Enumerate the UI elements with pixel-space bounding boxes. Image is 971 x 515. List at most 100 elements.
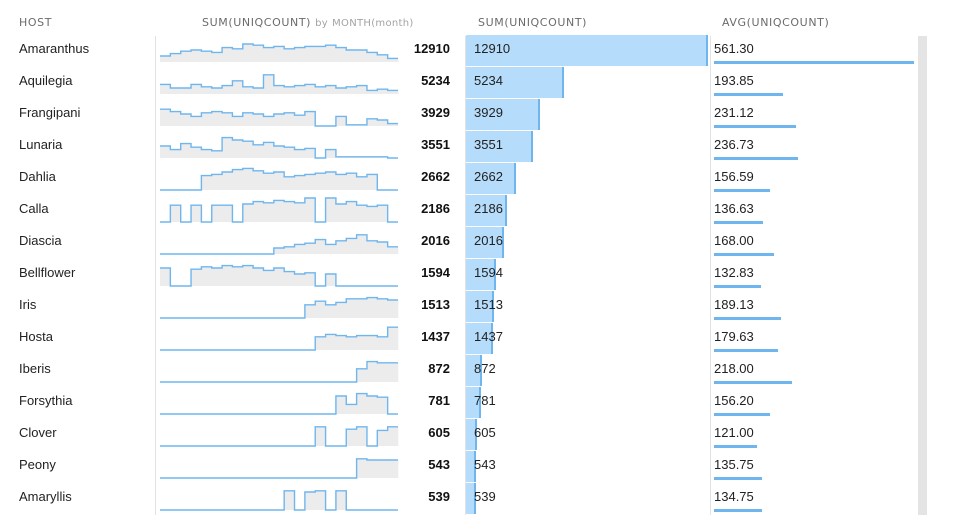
sparkline-line <box>160 490 398 511</box>
sparkline-area-segment <box>273 85 285 94</box>
sparkline-area-segment <box>294 244 306 254</box>
sparkline-line <box>160 426 398 447</box>
avg-cell: 231.12 <box>714 99 918 131</box>
sparkline-area-segment <box>201 175 213 190</box>
table-row[interactable]: Diascia 2016 2016 168.00 <box>0 227 918 259</box>
monthly-sparkline-column-header[interactable]: SUM(UNIQCOUNT) by MONTH(month) <box>202 16 414 29</box>
table-row[interactable]: Aquilegia 5234 5234 193.85 <box>0 67 918 99</box>
sparkline-area-segment <box>284 271 295 286</box>
sparkline-area-segment <box>346 201 357 222</box>
table-row[interactable]: Dahlia 2662 2662 156.59 <box>0 163 918 195</box>
sparkline-area-segment <box>253 201 264 222</box>
sum-bar-cell: 3551 <box>466 131 708 162</box>
sparkline-area-segment <box>356 335 368 350</box>
sparkline-area-segment <box>263 116 275 126</box>
sparkline-area-segment <box>191 205 202 222</box>
sparkline-area-segment <box>325 85 337 94</box>
sparkline-area-segment <box>253 88 264 94</box>
sparkline-header-month: MONTH <box>332 18 372 29</box>
sparkline-area-segment <box>366 240 378 254</box>
table-row[interactable]: Calla 2186 2186 136.63 <box>0 195 918 227</box>
sparkline-area-segment <box>377 460 388 478</box>
avg-value: 156.20 <box>714 393 754 408</box>
sparkline-area-segment <box>356 234 368 254</box>
sparkline-area-segment <box>356 426 368 446</box>
sparkline-area-segment <box>325 172 337 190</box>
host-name: Dahlia <box>19 169 56 184</box>
table-row[interactable]: Forsythia 781 781 156.20 <box>0 387 918 419</box>
sum-bar-label: 539 <box>474 489 496 504</box>
sum-bar-cell: 3929 <box>466 99 708 130</box>
sparkline-area-segment <box>263 74 275 94</box>
sparkline-area-segment <box>211 150 223 158</box>
sparkline-area-segment <box>201 51 213 62</box>
avg-bar <box>714 445 758 448</box>
sum-column-header[interactable]: SUM(UNIQCOUNT) <box>478 16 588 29</box>
host-name: Bellflower <box>19 265 76 280</box>
sparkline-header-by: by <box>315 18 329 29</box>
sparkline-area-segment <box>191 50 202 62</box>
sparkline-area-segment <box>201 266 213 286</box>
sparkline-area-segment <box>335 396 347 414</box>
sparkline-area-segment <box>387 460 399 478</box>
sparkline-area-segment <box>180 114 192 126</box>
sparkline-area-segment <box>304 111 316 126</box>
table-row[interactable]: Peony 543 543 135.75 <box>0 451 918 483</box>
sparkline-area-segment <box>294 149 306 158</box>
sum-value: 2186 <box>421 201 450 216</box>
sparkline-area-segment <box>253 144 264 158</box>
sum-bar-cell: 539 <box>466 483 708 514</box>
host-column-header[interactable]: HOST <box>19 16 53 29</box>
sparkline-area-segment <box>180 88 192 94</box>
sparkline-line <box>160 234 398 255</box>
sparkline-area-segment <box>242 265 254 286</box>
table-row[interactable]: Amaranthus 12910 12910 561.30 <box>0 35 918 67</box>
sparkline-area-segment <box>253 114 264 126</box>
table-row[interactable]: Amaryllis 539 539 134.75 <box>0 483 918 515</box>
avg-bar <box>714 221 763 224</box>
table-row[interactable]: Lunaria 3551 3551 236.73 <box>0 131 918 163</box>
avg-cell: 189.13 <box>714 291 918 323</box>
sum-bar-label: 872 <box>474 361 496 376</box>
sparkline-area-segment <box>304 174 316 190</box>
avg-bar <box>714 381 792 384</box>
table-row[interactable]: Hosta 1437 1437 179.63 <box>0 323 918 355</box>
sum-bar <box>466 227 504 258</box>
avg-column-header[interactable]: AVG(UNIQCOUNT) <box>722 16 830 29</box>
sparkline-area-segment <box>346 238 357 254</box>
sum-bar-label: 2186 <box>474 201 503 216</box>
sparkline-area-segment <box>222 85 233 94</box>
table-row[interactable]: Clover 605 605 121.00 <box>0 419 918 451</box>
avg-cell: 135.75 <box>714 451 918 483</box>
host-name: Forsythia <box>19 393 73 408</box>
vertical-scrollbar[interactable] <box>918 36 927 515</box>
sparkline-area-segment <box>211 88 223 94</box>
table-row[interactable]: Bellflower 1594 1594 132.83 <box>0 259 918 291</box>
table-row[interactable]: Iberis 872 872 218.00 <box>0 355 918 387</box>
table-row[interactable]: Frangipani 3929 3929 231.12 <box>0 99 918 131</box>
avg-value: 156.59 <box>714 169 754 184</box>
sparkline-area-segment <box>377 205 388 222</box>
sparkline-area-segment <box>263 47 275 62</box>
sparkline-area-segment <box>284 201 295 222</box>
sparkline-area-segment <box>335 240 347 254</box>
monthly-sparkline <box>160 392 398 415</box>
sparkline-area-segment <box>387 90 399 94</box>
sparkline-area-segment <box>222 137 233 158</box>
sparkline-area-segment <box>387 246 399 254</box>
avg-cell: 121.00 <box>714 419 918 451</box>
sparkline-area-segment <box>366 361 378 382</box>
sparkline-area-segment <box>325 45 337 62</box>
sum-bar-cell: 2016 <box>466 227 708 258</box>
sparkline-area-segment <box>315 490 326 510</box>
table-row[interactable]: Iris 1513 1513 189.13 <box>0 291 918 323</box>
sparkline-area-segment <box>346 404 357 414</box>
host-name: Iberis <box>19 361 51 376</box>
avg-cell: 218.00 <box>714 355 918 387</box>
monthly-sparkline <box>160 43 399 62</box>
sparkline-area-segment <box>335 204 347 222</box>
sparkline-area-segment <box>304 148 316 158</box>
sum-bar <box>466 67 565 98</box>
sparkline-area-segment <box>222 205 233 222</box>
sparkline-area-segment <box>170 111 181 126</box>
